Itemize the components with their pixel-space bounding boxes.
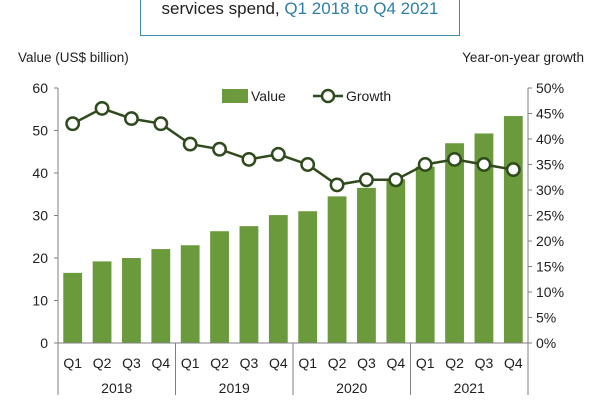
- chart-title: services spend, Q1 2018 to Q4 2021: [141, 0, 459, 19]
- x-tick-label: Q2: [93, 355, 112, 371]
- bar-value: [445, 143, 464, 343]
- bar-value: [503, 116, 523, 343]
- y-tick-label-right: 20%: [536, 233, 564, 249]
- y-tick-label-right: 15%: [536, 259, 564, 275]
- y-tick-label-left: 40: [32, 165, 48, 181]
- growth-marker: [388, 172, 404, 188]
- y-tick-label-right: 35%: [536, 157, 564, 173]
- y-axis-left-label: Value (US$ billion): [18, 50, 129, 65]
- x-tick-label: Q4: [504, 355, 523, 371]
- y-tick-label-right: 0%: [536, 335, 556, 351]
- x-tick-label: Q3: [122, 355, 141, 371]
- x-group-label: 2018: [101, 380, 132, 396]
- x-tick-label: Q3: [475, 355, 494, 371]
- x-tick-label: Q2: [445, 355, 464, 371]
- growth-marker: [65, 116, 81, 132]
- legend-label-value: Value: [251, 88, 286, 104]
- growth-marker: [270, 146, 286, 162]
- y-axis-right-label: Year-on-year growth: [462, 50, 584, 65]
- growth-line: [72, 107, 514, 187]
- y-tick-label-right: 10%: [536, 284, 564, 300]
- growth-marker: [212, 141, 228, 157]
- bar-value: [239, 226, 259, 343]
- growth-marker: [123, 111, 139, 127]
- bar-value: [210, 231, 229, 343]
- x-tick-label: Q2: [328, 355, 347, 371]
- plot-area: 0 10 20 30 40 50 60 0% 5% 10% 15% 20% 25% 30% 35% 40% 45…: [32, 80, 564, 396]
- bar-value: [474, 133, 494, 343]
- y-tick-label-right: 50%: [536, 80, 564, 96]
- bar-value: [357, 187, 376, 343]
- y-tick-label-left: 50: [32, 123, 48, 139]
- growth-marker: [94, 100, 110, 116]
- bar-value: [180, 245, 200, 343]
- bar-value: [298, 211, 318, 343]
- y-tick-label-right: 25%: [536, 208, 564, 224]
- x-tick-label: Q4: [269, 355, 288, 371]
- y-tick-label-left: 10: [32, 293, 48, 309]
- x-tick-label: Q1: [416, 355, 435, 371]
- y-tick-label-left: 60: [32, 80, 48, 96]
- y-tick-label-right: 30%: [536, 182, 564, 198]
- y-tick-label-right: 45%: [536, 106, 564, 122]
- chart-title-box: services spend, Q1 2018 to Q4 2021: [140, 0, 460, 36]
- bar-value: [92, 261, 112, 343]
- bar-value: [122, 258, 141, 343]
- x-tick-label: Q1: [63, 355, 82, 371]
- x-tick-label: Q1: [181, 355, 200, 371]
- x-tick-label: Q2: [210, 355, 229, 371]
- x-tick-label: Q3: [357, 355, 376, 371]
- x-group-label: 2019: [219, 380, 250, 396]
- y-tick-label-left: 30: [32, 208, 48, 224]
- bar-value: [151, 249, 171, 343]
- y-tick-label-left: 20: [32, 250, 48, 266]
- growth-marker: [358, 172, 374, 188]
- bar-value: [268, 215, 288, 343]
- bar-value: [415, 166, 435, 343]
- growth-marker: [417, 157, 433, 172]
- x-group-label: 2020: [336, 380, 367, 396]
- y-tick-label-right: 40%: [536, 131, 564, 147]
- growth-marker: [476, 157, 492, 172]
- legend-swatch-value: [222, 89, 248, 103]
- growth-marker: [447, 151, 463, 167]
- y-tick-label-right: 5%: [536, 310, 556, 326]
- growth-marker: [329, 177, 345, 193]
- growth-marker: [241, 151, 257, 167]
- x-tick-label: Q3: [240, 355, 259, 371]
- x-group-label: 2021: [454, 380, 485, 396]
- x-tick-label: Q4: [151, 355, 170, 371]
- x-tick-label: Q1: [298, 355, 317, 371]
- bar-value: [327, 196, 347, 343]
- legend-label-growth: Growth: [346, 88, 391, 104]
- bar-value: [386, 179, 406, 343]
- bar-value: [63, 272, 83, 343]
- growth-marker: [182, 136, 198, 152]
- chart-title-main: services spend,: [161, 0, 285, 18]
- x-tick-label: Q4: [386, 355, 405, 371]
- growth-marker: [153, 116, 169, 132]
- y-tick-label-left: 0: [40, 335, 48, 351]
- growth-marker: [300, 157, 316, 172]
- legend-marker-growth: [320, 88, 336, 104]
- growth-marker: [505, 162, 521, 178]
- chart-title-period: Q1 2018 to Q4 2021: [284, 0, 439, 18]
